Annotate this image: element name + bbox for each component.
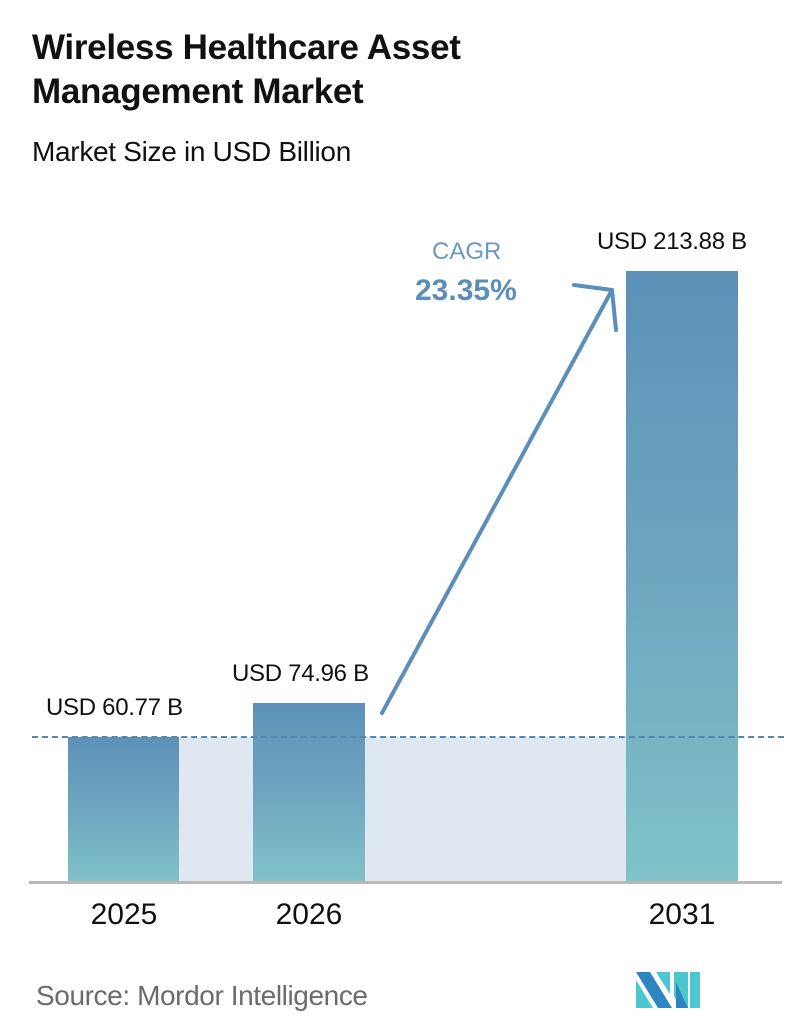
mordor-intelligence-logo-icon — [636, 972, 700, 1008]
bar-2031 — [626, 271, 738, 882]
bar-value-label-2025: USD 60.77 B — [46, 694, 183, 721]
x-axis-label-2025: 2025 — [90, 898, 158, 931]
bar-2025 — [68, 737, 179, 882]
chart-title: Wireless Healthcare Asset Management Mar… — [32, 26, 461, 114]
chart-subtitle: Market Size in USD Billion — [32, 136, 351, 167]
reference-dashed-line — [32, 736, 784, 738]
chart-title-line2: Management Market — [32, 72, 364, 111]
baseline-band — [179, 737, 253, 882]
baseline-band — [365, 737, 626, 882]
bar-value-label-2031: USD 213.88 B — [597, 228, 747, 255]
source-text: Source: Mordor Intelligence — [36, 980, 368, 1011]
bar-2026 — [253, 703, 365, 882]
bar-value-label-2026: USD 74.96 B — [232, 660, 369, 687]
x-axis-baseline — [29, 881, 782, 884]
cagr-label: CAGR — [432, 238, 502, 265]
cagr-value: 23.35% — [415, 274, 517, 307]
x-axis-label-2031: 2031 — [648, 898, 716, 931]
chart-title-line1: Wireless Healthcare Asset — [32, 28, 461, 67]
x-axis-label-2026: 2026 — [275, 898, 343, 931]
